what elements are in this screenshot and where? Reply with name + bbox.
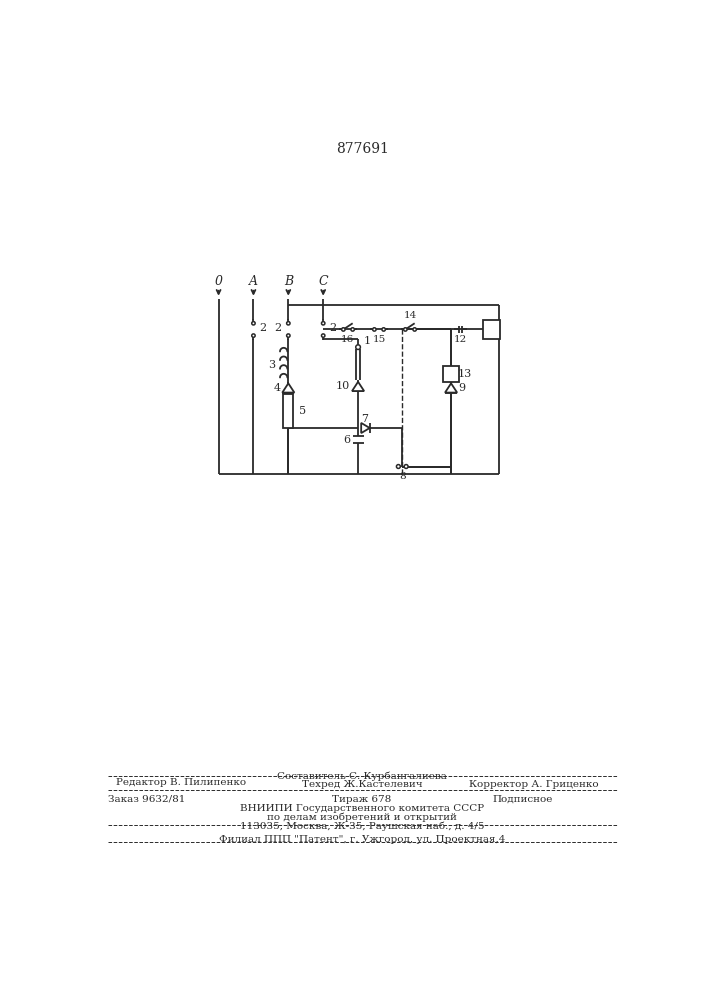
Circle shape (322, 322, 325, 325)
Text: Редактор В. Пилипенко: Редактор В. Пилипенко (117, 778, 247, 787)
Text: по делам изобретений и открытий: по делам изобретений и открытий (267, 812, 457, 822)
Circle shape (356, 345, 361, 349)
Text: 2: 2 (275, 323, 282, 333)
Text: Заказ 9632/81: Заказ 9632/81 (107, 795, 185, 804)
Circle shape (404, 465, 408, 468)
Text: 3: 3 (268, 360, 275, 370)
Text: 9: 9 (458, 383, 465, 393)
Circle shape (413, 328, 416, 331)
Text: 6: 6 (344, 435, 351, 445)
Text: 877691: 877691 (337, 142, 389, 156)
Text: 16: 16 (341, 335, 354, 344)
Circle shape (286, 334, 290, 337)
Text: Подписное: Подписное (492, 795, 553, 804)
Text: 15: 15 (373, 335, 385, 344)
Circle shape (397, 465, 400, 468)
Bar (284, 394, 293, 428)
Circle shape (286, 322, 290, 325)
Text: 11: 11 (485, 325, 498, 334)
Text: 7: 7 (361, 414, 368, 424)
Text: 13: 13 (458, 369, 472, 379)
Text: 4: 4 (274, 383, 281, 393)
Text: 10: 10 (335, 381, 350, 391)
Circle shape (351, 328, 354, 331)
Text: Техред Ж.Кастелевич: Техред Ж.Кастелевич (302, 780, 422, 789)
Polygon shape (361, 423, 370, 433)
Bar (483, 320, 500, 339)
Polygon shape (352, 382, 364, 391)
Text: A: A (249, 275, 258, 288)
Text: 14: 14 (404, 311, 416, 320)
Circle shape (252, 322, 255, 325)
Text: 5: 5 (299, 406, 306, 416)
Text: 1: 1 (364, 336, 371, 346)
Polygon shape (282, 383, 294, 393)
Text: Тираж 678: Тираж 678 (332, 795, 392, 804)
Bar (443, 366, 459, 382)
Text: Филиал ППП "Патент", г. Ужгород, ул. Проектная,4: Филиал ППП "Патент", г. Ужгород, ул. Про… (218, 835, 505, 844)
Text: B: B (284, 275, 293, 288)
Circle shape (404, 328, 407, 331)
Circle shape (382, 328, 385, 331)
Text: 8: 8 (399, 472, 406, 481)
Circle shape (322, 334, 325, 337)
Text: Составитель С. Курбангалиева: Составитель С. Курбангалиева (277, 771, 447, 781)
Circle shape (341, 328, 345, 331)
Circle shape (252, 334, 255, 337)
Circle shape (373, 328, 376, 331)
Text: 2: 2 (329, 323, 336, 333)
Text: 0: 0 (215, 275, 223, 288)
Text: 113035, Москва, Ж-35, Раушская наб., д. 4/5: 113035, Москва, Ж-35, Раушская наб., д. … (240, 821, 484, 831)
Text: ВНИИПИ Государственного комитета СССР: ВНИИПИ Государственного комитета СССР (240, 804, 484, 813)
Text: 12: 12 (454, 335, 467, 344)
Text: Корректор А. Гриценко: Корректор А. Гриценко (469, 780, 599, 789)
Text: 2: 2 (259, 323, 267, 333)
Polygon shape (445, 383, 457, 393)
Text: C: C (318, 275, 328, 288)
